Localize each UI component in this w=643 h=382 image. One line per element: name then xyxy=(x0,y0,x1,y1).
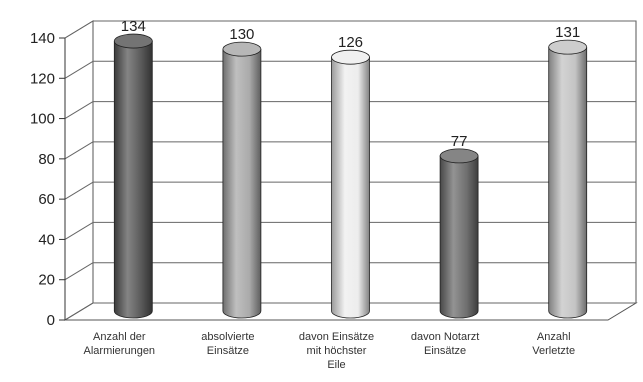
bar-body xyxy=(331,56,370,319)
bar xyxy=(439,148,479,319)
bar xyxy=(548,39,588,319)
bars xyxy=(113,33,588,319)
bar-top xyxy=(439,148,479,164)
category-label: Anzahl Verletzte xyxy=(532,331,575,357)
gridline-side xyxy=(64,222,94,240)
bar-body xyxy=(222,48,262,319)
side-wall xyxy=(64,20,94,321)
gridline-side xyxy=(64,141,94,160)
bar-top xyxy=(548,39,588,55)
gridline-side xyxy=(64,60,94,79)
data-label: 126 xyxy=(338,34,363,51)
bar xyxy=(113,33,153,319)
bar-body xyxy=(548,46,588,319)
category-label: davon Notarzt Einsätze xyxy=(411,331,479,357)
category-label: davon Einsätze mit höchster Eile xyxy=(299,331,374,371)
bar-body xyxy=(113,40,153,319)
bar-body xyxy=(439,155,479,319)
bar xyxy=(222,41,262,319)
bar-top xyxy=(331,49,370,65)
y-tick-label: 80 xyxy=(38,151,55,168)
y-tick-label: 100 xyxy=(30,111,55,128)
data-label: 77 xyxy=(451,133,468,150)
category-label: Anzahl der Alarmierungen xyxy=(84,331,156,357)
bar-top xyxy=(113,33,153,49)
category-labels: Anzahl der Alarmierungen absolvierte Einsät… xyxy=(84,331,576,371)
category-label: absolvierte Einsätze xyxy=(201,331,254,357)
y-tick-label: 120 xyxy=(30,70,55,87)
gridline-side xyxy=(64,20,94,39)
gridline-side xyxy=(64,101,94,119)
gridline-side xyxy=(64,262,94,281)
data-labels: 134 130 126 77 131 xyxy=(121,18,580,150)
data-label: 134 xyxy=(121,18,146,35)
y-tick-label: 60 xyxy=(38,191,55,208)
bar-top xyxy=(222,41,262,57)
y-tick-label: 140 xyxy=(30,30,55,47)
y-tick-label: 40 xyxy=(38,231,55,248)
bar xyxy=(331,49,370,319)
y-axis-ticks: 0 20 40 60 80 100 120 140 xyxy=(30,30,66,329)
y-tick-label: 20 xyxy=(38,272,55,289)
data-label: 130 xyxy=(229,26,254,43)
y-tick-label: 0 xyxy=(47,312,55,329)
gridline-side xyxy=(64,181,94,200)
gridline-side xyxy=(64,302,94,321)
data-label: 131 xyxy=(555,24,580,41)
